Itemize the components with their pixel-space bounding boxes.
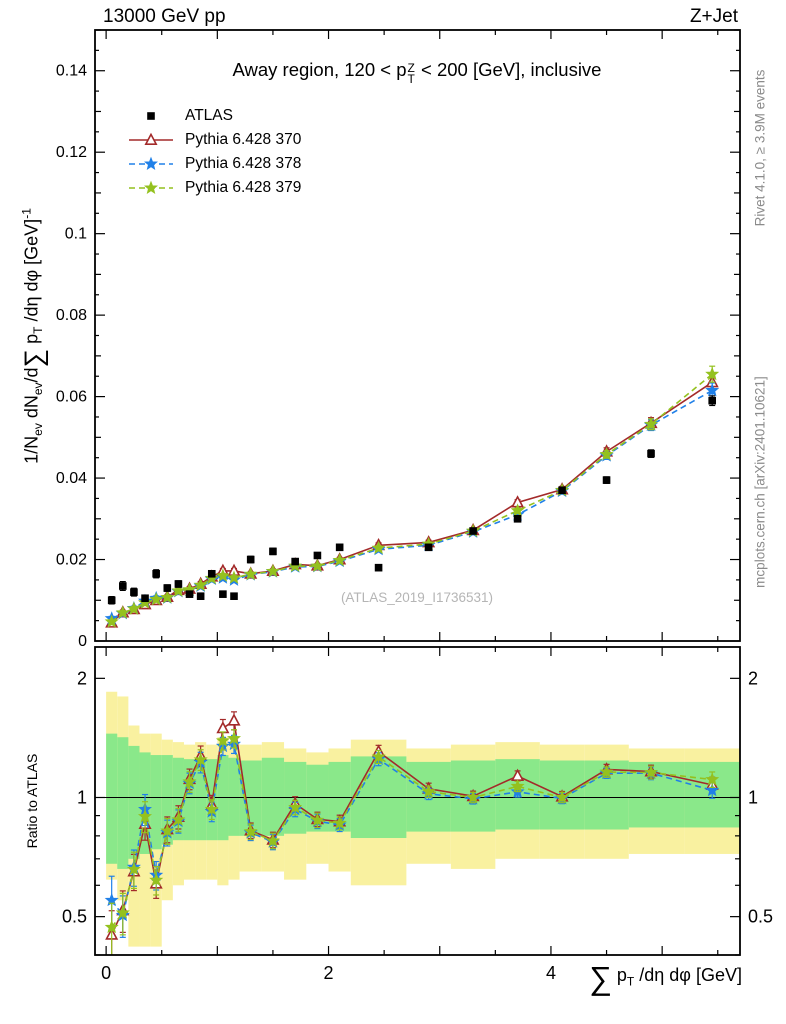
tick-label: 2 <box>324 963 334 983</box>
tick-label: 4 <box>546 963 556 983</box>
tick-label: 0.12 <box>56 144 87 161</box>
tick-label: 1 <box>748 787 758 807</box>
ratio-series-pythia-6.428-379 <box>104 729 720 955</box>
legend: ATLAS Pythia 6.428 370 Pythia 6.428 378 … <box>128 104 301 200</box>
tick-label: 0 <box>78 633 87 650</box>
legend-item-pythia-379: Pythia 6.428 379 <box>128 176 301 200</box>
tick-label: 0.5 <box>62 907 87 927</box>
analysis-id-watermark: (ATLAS_2019_I1736531) <box>340 590 494 605</box>
legend-label: Pythia 6.428 379 <box>185 179 302 196</box>
legend-item-pythia-370: Pythia 6.428 370 <box>128 128 301 152</box>
legend-marker-star-green-icon <box>129 180 173 195</box>
sum-symbol: ∑ <box>589 960 612 996</box>
x-axis-label: ∑ pT /dη dφ [GeV] <box>589 960 742 996</box>
tick-label: 2 <box>77 668 87 688</box>
header-process: Z+Jet <box>689 6 738 27</box>
legend-marker-atlas-square-icon <box>147 112 155 120</box>
tick-label: 0.1 <box>65 226 87 243</box>
legend-label: ATLAS <box>185 107 233 124</box>
tick-label: 0.02 <box>56 552 87 569</box>
legend-item-pythia-378: Pythia 6.428 378 <box>128 152 301 176</box>
main-series-pythia-6.428-379 <box>104 365 720 628</box>
mcplots-attribution-note: mcplots.cern.ch [arXiv:2401.10621] <box>752 376 768 588</box>
rivet-version-note: Rivet 4.1.0, ≥ 3.9M events <box>752 69 768 227</box>
legend-label: Pythia 6.428 378 <box>185 155 302 172</box>
ratio-y-axis-label: Ratio to ATLAS <box>24 753 40 849</box>
tick-label: 0.04 <box>56 470 87 487</box>
legend-label: Pythia 6.428 370 <box>185 131 302 148</box>
tick-label: 0.14 <box>56 63 87 80</box>
sum-symbol: ∑ <box>18 348 49 368</box>
tick-label: 1 <box>77 787 87 807</box>
tick-label: 0.06 <box>56 389 87 406</box>
tick-label: 0 <box>101 963 111 983</box>
main-y-axis-label: 1/Nev dNev/d∑ pT /dη dφ [GeV]-1 <box>18 208 49 464</box>
tick-label: 2 <box>748 668 758 688</box>
main-series-atlas <box>107 395 716 605</box>
legend-item-atlas: ATLAS <box>128 104 301 128</box>
legend-marker-triangle-icon <box>129 132 173 145</box>
tick-label: 0.5 <box>748 907 773 927</box>
header-beam-energy: 13000 GeV pp <box>103 6 226 27</box>
ratio-frame <box>94 646 741 956</box>
tick-label: 0.08 <box>56 307 87 324</box>
legend-marker-star-blue-icon <box>129 156 173 171</box>
